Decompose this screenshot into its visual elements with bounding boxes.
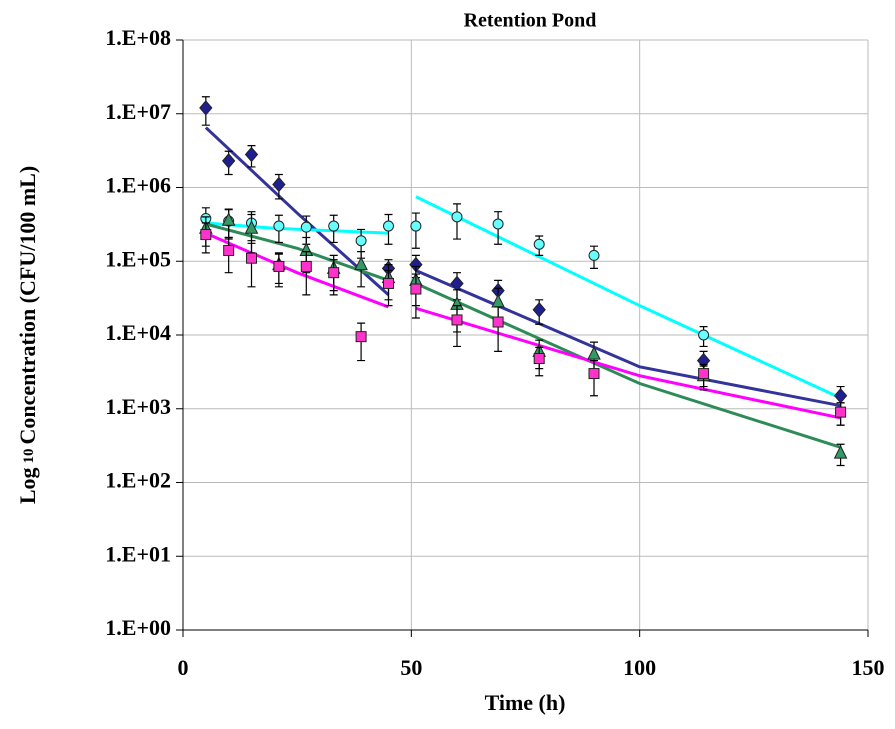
point (533, 238, 545, 250)
y-title-subscript: 10 (21, 448, 37, 463)
y-tick-label: 1.E+05 (105, 246, 171, 271)
error-bar (411, 273, 420, 319)
x-tick-label: 150 (852, 655, 885, 680)
point (355, 331, 367, 343)
point (588, 368, 600, 380)
point (246, 252, 257, 264)
point (244, 220, 259, 234)
y-title-base: Log (15, 467, 40, 504)
chart-title: Retention Pond (464, 10, 597, 32)
point (355, 235, 367, 247)
point (223, 244, 235, 256)
point (833, 445, 848, 459)
y-tick-label: 1.E+01 (105, 541, 171, 566)
point (221, 212, 236, 226)
point (410, 220, 422, 232)
y-tick-label: 1.E+00 (105, 615, 171, 640)
point (273, 260, 285, 272)
point (383, 277, 394, 289)
point (833, 387, 848, 404)
y-tick-label: 1.E+02 (105, 468, 171, 493)
y-tick-label: 1.E+03 (105, 394, 171, 419)
point (328, 220, 340, 232)
x-tick-label: 50 (400, 655, 422, 680)
error-bar (247, 242, 256, 288)
point (587, 346, 601, 360)
point (244, 146, 259, 163)
point (492, 218, 504, 230)
point (300, 260, 312, 272)
point (533, 353, 545, 365)
model-line (205, 222, 842, 449)
point (328, 267, 340, 279)
model-line (205, 231, 841, 420)
error-bar (302, 251, 311, 296)
error-bar (494, 306, 503, 352)
point (354, 256, 368, 271)
point (273, 220, 285, 232)
y-tick-label: 1.E+07 (105, 99, 171, 124)
point (410, 283, 422, 295)
y-tick-label: 1.E+08 (105, 25, 171, 50)
point (272, 176, 286, 193)
y-tick-label: 1.E+06 (105, 173, 171, 198)
point (532, 301, 546, 318)
point (698, 329, 710, 341)
point (588, 249, 600, 261)
point (835, 406, 847, 418)
y-axis-title: Log 10 Concentration (CFU/100 mL) (15, 166, 40, 504)
x-axis-title: Time (h) (485, 690, 566, 715)
point (492, 316, 504, 328)
error-bar (453, 305, 461, 348)
point (451, 314, 463, 326)
point (300, 221, 312, 233)
point (383, 220, 394, 232)
point (200, 229, 212, 241)
x-tick-label: 0 (178, 655, 189, 680)
y-tick-label: 1.E+04 (105, 320, 171, 345)
point (199, 100, 213, 116)
point (451, 211, 463, 223)
point (222, 153, 236, 169)
y-title-rest: Concentration (CFU/100 mL) (15, 166, 40, 445)
point (698, 368, 710, 380)
x-tick-label: 100 (623, 655, 656, 680)
point (491, 293, 505, 308)
